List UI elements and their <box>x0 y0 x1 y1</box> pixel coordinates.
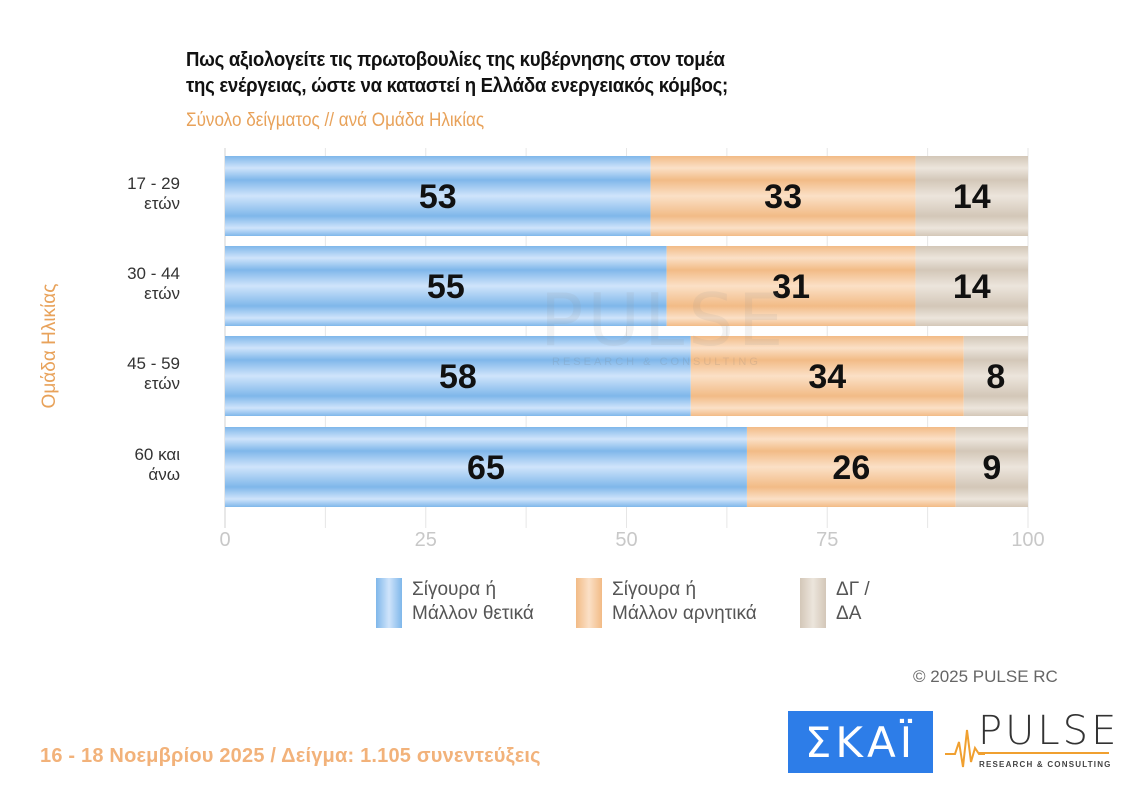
category-label-line2: ετών <box>144 194 180 213</box>
pulse-heartbeat-icon <box>945 729 985 768</box>
bar-negative-3 <box>746 427 956 507</box>
x-tick-label: 75 <box>816 529 838 551</box>
fieldwork-info: 16 - 18 Νοεμβρίου 2025 / Δείγμα: 1.105 σ… <box>40 745 541 767</box>
legend-swatch-negative <box>576 578 602 628</box>
bar-negative-2 <box>690 336 964 416</box>
bar-negative-1 <box>666 246 916 326</box>
data-label-negative-2: 34 <box>808 358 846 396</box>
chart-title: Πως αξιολογείτε τις πρωτοβουλίες της κυβ… <box>186 47 728 99</box>
x-tick-label: 0 <box>219 529 230 551</box>
bar-dk-na-1 <box>915 246 1028 326</box>
legend-label-positive-line2: Μάλλον θετικά <box>412 603 534 624</box>
data-labels: 53 33 14 55 31 14 58 34 8 65 26 9 <box>419 178 1005 487</box>
bar-dk-na-0 <box>915 156 1028 236</box>
data-label-positive-0: 53 <box>419 178 457 216</box>
data-label-negative-3: 26 <box>832 449 870 487</box>
category-label-line1: 30 - 44 <box>127 264 180 283</box>
legend-item-dk-na: ΔΓ / ΔΑ <box>800 578 870 630</box>
bar-positive-0 <box>225 156 651 236</box>
category-label: 17 - 29 ετών <box>60 174 180 214</box>
skai-logo: ΣΚΑΪ <box>788 711 933 773</box>
data-label-positive-1: 55 <box>427 268 465 306</box>
legend-swatch-positive <box>376 578 402 628</box>
category-label: 60 και άνω <box>60 445 180 485</box>
bar-positive-3 <box>225 427 747 507</box>
x-tick-label: 25 <box>415 529 437 551</box>
category-label: 30 - 44 ετών <box>60 264 180 304</box>
bar-positive-2 <box>225 336 691 416</box>
pulse-logo-subtext: RESEARCH & CONSULTING <box>979 760 1112 769</box>
bar-dk-na-3 <box>955 427 1028 507</box>
chart-title-line-1: Πως αξιολογείτε τις πρωτοβουλίες της κυβ… <box>186 49 725 71</box>
x-tick-label: 100 <box>1011 529 1044 551</box>
legend-item-negative: Σίγουρα ή Μάλλον αρνητικά <box>576 578 757 630</box>
pulse-logo-line <box>979 752 1109 754</box>
category-label-line2: άνω <box>148 465 180 484</box>
chart-title-line-2: της ενέργειας, ώστε να καταστεί η Ελλάδα… <box>186 75 728 97</box>
copyright-notice: © 2025 PULSE RC <box>913 667 1058 686</box>
legend-swatch-dk-na <box>800 578 826 628</box>
data-label-positive-3: 65 <box>467 449 505 487</box>
legend-label-dk-na-line1: ΔΓ / <box>836 579 870 600</box>
category-label-line1: 45 - 59 <box>127 354 180 373</box>
data-label-negative-0: 33 <box>764 178 802 216</box>
category-label: 45 - 59 ετών <box>60 354 180 394</box>
skai-logo-text: ΣΚΑΪ <box>804 717 917 767</box>
data-label-dk-na-1: 14 <box>953 268 991 306</box>
legend-label-dk-na-line2: ΔΑ <box>836 603 862 624</box>
chart-subtitle: Σύνολο δείγματος // ανά Ομάδα Ηλικίας <box>186 110 485 131</box>
data-label-dk-na-3: 9 <box>982 449 1001 487</box>
legend-label-positive-line1: Σίγουρα ή <box>412 579 497 600</box>
data-label-positive-2: 58 <box>439 358 477 396</box>
category-label-line1: 17 - 29 <box>127 174 180 193</box>
data-label-dk-na-2: 8 <box>986 358 1005 396</box>
category-label-line2: ετών <box>144 374 180 393</box>
data-label-negative-1: 31 <box>772 268 810 306</box>
pulse-logo-text: PULSE <box>978 708 1120 754</box>
legend-label-negative-line2: Μάλλον αρνητικά <box>612 603 757 624</box>
bar-negative-0 <box>650 156 916 236</box>
pulse-logo: PULSE RESEARCH & CONSULTING <box>945 708 1116 774</box>
x-tick-label: 50 <box>615 529 637 551</box>
bars <box>225 156 1028 507</box>
legend-label-negative-line1: Σίγουρα ή <box>612 579 697 600</box>
category-label-line2: ετών <box>144 284 180 303</box>
data-label-dk-na-0: 14 <box>953 178 991 216</box>
bar-dk-na-2 <box>963 336 1028 416</box>
category-label-line1: 60 και <box>134 445 180 464</box>
legend-item-positive: Σίγουρα ή Μάλλον θετικά <box>376 578 534 630</box>
bar-positive-1 <box>225 246 667 326</box>
x-axis-ticks: 0 25 50 75 100 <box>219 529 1044 551</box>
stacked-bar-chart: 53 33 14 55 31 14 58 34 8 65 26 9 0 25 50 75 100 <box>219 148 1045 551</box>
